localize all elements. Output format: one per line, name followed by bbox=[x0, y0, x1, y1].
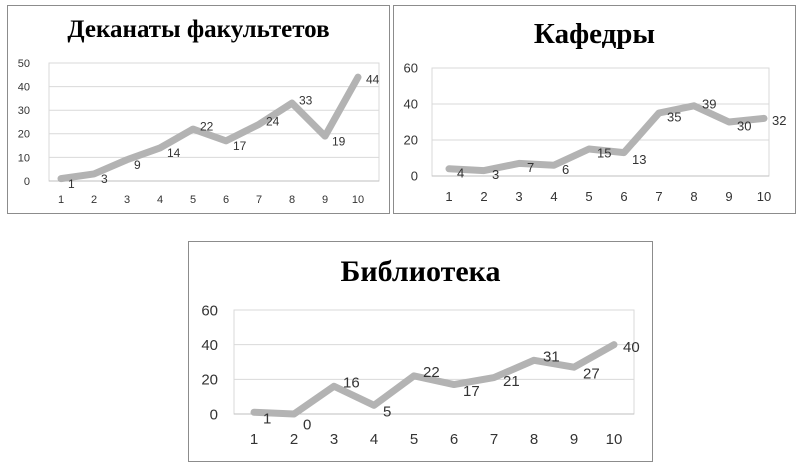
y-tick-label: 50 bbox=[18, 58, 30, 70]
data-label: 3 bbox=[101, 172, 108, 186]
x-tick-label: 6 bbox=[450, 431, 458, 448]
data-label: 27 bbox=[583, 365, 600, 382]
y-tick-label: 0 bbox=[210, 406, 218, 423]
series-line bbox=[250, 341, 618, 418]
x-tick-label: 10 bbox=[352, 194, 364, 206]
data-label: 39 bbox=[702, 96, 716, 111]
chart-title: Кафедры bbox=[533, 18, 656, 50]
x-tick-label: 8 bbox=[289, 194, 295, 206]
x-tick-label: 7 bbox=[256, 194, 262, 206]
data-label: 22 bbox=[423, 364, 440, 381]
data-label: 35 bbox=[667, 110, 681, 125]
x-tick-label: 10 bbox=[757, 189, 771, 204]
y-tick-label: 40 bbox=[18, 81, 30, 93]
x-tick-label: 6 bbox=[620, 189, 627, 204]
series-line bbox=[57, 73, 362, 183]
data-label: 30 bbox=[737, 119, 751, 134]
x-tick-label: 1 bbox=[250, 431, 258, 448]
y-tick-label: 60 bbox=[201, 302, 218, 319]
y-tick-label: 20 bbox=[201, 372, 218, 389]
y-tick-label: 20 bbox=[18, 129, 30, 141]
data-label: 3 bbox=[492, 167, 499, 182]
x-tick-label: 1 bbox=[445, 189, 452, 204]
data-label: 9 bbox=[134, 158, 141, 172]
x-tick-label: 9 bbox=[322, 194, 328, 206]
chart-panel-deans-offices: Деканаты факультетов 0 10 20 30 40 50 1 2 3 4 5 6 7 8… bbox=[7, 5, 390, 214]
x-tick-label: 7 bbox=[655, 189, 662, 204]
data-label: 21 bbox=[503, 373, 520, 390]
x-tick-label: 2 bbox=[91, 194, 97, 206]
data-label: 32 bbox=[772, 113, 786, 128]
x-tick-label: 1 bbox=[58, 194, 64, 206]
data-label: 15 bbox=[597, 146, 611, 161]
x-tick-label: 6 bbox=[223, 194, 229, 206]
data-label: 4 bbox=[457, 165, 464, 180]
data-label: 0 bbox=[303, 416, 311, 433]
x-tick-label: 4 bbox=[370, 431, 378, 448]
x-tick-label: 5 bbox=[190, 194, 196, 206]
y-tick-label: 10 bbox=[18, 152, 30, 164]
data-label: 17 bbox=[463, 383, 480, 400]
chart-title: Деканаты факультетов bbox=[67, 16, 330, 43]
y-tick-label: 30 bbox=[18, 105, 30, 117]
x-tick-label: 3 bbox=[330, 431, 338, 448]
data-label: 19 bbox=[332, 134, 346, 148]
data-label: 7 bbox=[527, 160, 534, 175]
data-label: 17 bbox=[233, 139, 247, 153]
chart-panel-library: Библиотека 0 20 40 60 1 2 3 4 5 6 7 8 9 10 1 0 16 5 22 17 21… bbox=[188, 241, 653, 462]
y-tick-label: 0 bbox=[411, 169, 418, 184]
y-tick-label: 60 bbox=[404, 61, 418, 76]
x-tick-label: 8 bbox=[530, 431, 538, 448]
y-tick-label: 0 bbox=[24, 176, 30, 188]
data-label: 13 bbox=[632, 152, 646, 167]
x-tick-label: 5 bbox=[585, 189, 592, 204]
x-tick-label: 4 bbox=[157, 194, 163, 206]
data-label: 16 bbox=[343, 375, 360, 392]
data-label: 1 bbox=[68, 177, 75, 191]
y-tick-label: 40 bbox=[404, 97, 418, 112]
data-label: 33 bbox=[299, 93, 313, 107]
x-tick-label: 3 bbox=[515, 189, 522, 204]
x-tick-label: 5 bbox=[410, 431, 418, 448]
y-tick-label: 20 bbox=[404, 133, 418, 148]
chart-panel-departments: Кафедры 0 20 40 60 1 2 3 4 5 6 7 8 9 10 4 3 7 6 15 13 35 39 30… bbox=[393, 5, 796, 214]
data-label: 5 bbox=[383, 404, 391, 421]
x-tick-label: 10 bbox=[606, 431, 623, 448]
series-line bbox=[445, 102, 768, 175]
data-label: 14 bbox=[167, 146, 181, 160]
x-tick-label: 9 bbox=[570, 431, 578, 448]
data-label: 6 bbox=[562, 162, 569, 177]
x-tick-label: 7 bbox=[490, 431, 498, 448]
plot-area bbox=[233, 309, 635, 415]
data-label: 40 bbox=[623, 339, 640, 356]
y-tick-label: 40 bbox=[201, 337, 218, 354]
x-tick-label: 2 bbox=[290, 431, 298, 448]
data-label: 44 bbox=[366, 72, 380, 86]
data-label: 1 bbox=[263, 411, 271, 428]
x-tick-label: 9 bbox=[725, 189, 732, 204]
x-tick-label: 2 bbox=[480, 189, 487, 204]
data-label: 31 bbox=[543, 349, 560, 366]
data-label: 22 bbox=[200, 119, 214, 133]
x-tick-label: 4 bbox=[550, 189, 557, 204]
x-tick-label: 8 bbox=[690, 189, 697, 204]
x-tick-label: 3 bbox=[124, 194, 130, 206]
data-label: 24 bbox=[266, 115, 280, 129]
chart-title: Библиотека bbox=[340, 255, 501, 288]
